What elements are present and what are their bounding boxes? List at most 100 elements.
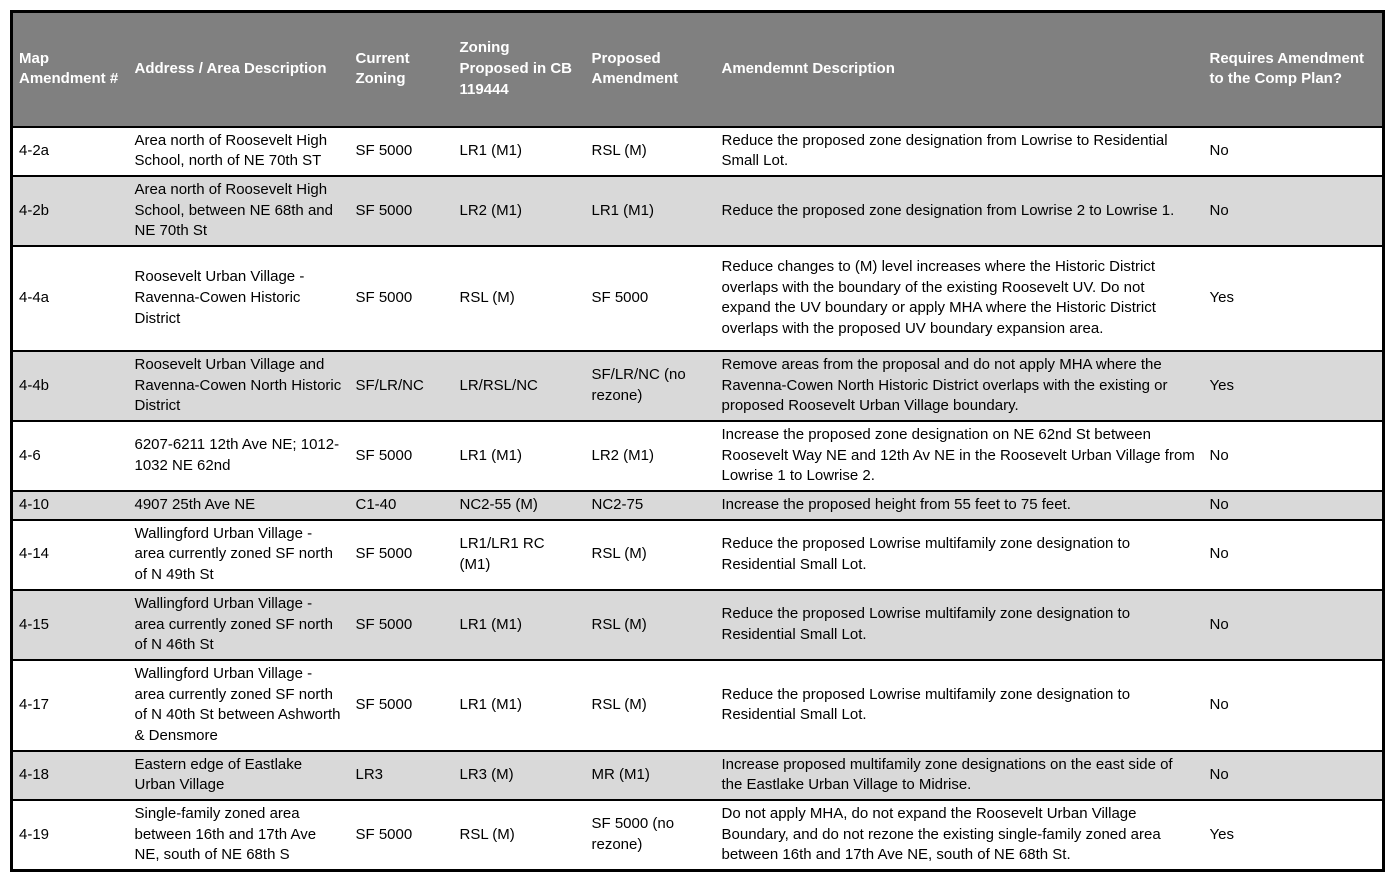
header-row: Map Amendment # Address / Area Descriptio…: [11, 11, 1384, 127]
cell-address: Area north of Roosevelt High School, bet…: [128, 175, 350, 246]
cell-current_zoning: SF 5000: [349, 126, 454, 176]
column-header-proposed_amendment: Proposed Amendment: [585, 11, 716, 127]
cell-id: 4-2b: [11, 175, 129, 246]
cell-description: Reduce changes to (M) level increases wh…: [715, 245, 1204, 351]
table-row: 4-10 4907 25th Ave NE C1-40 NC2-55 (M) NC2-7…: [11, 491, 1384, 520]
cell-description: Increase the proposed zone designation o…: [715, 421, 1204, 492]
cell-requires_comp_plan: Yes: [1203, 350, 1384, 421]
cell-zoning_proposed_cb: RSL (M): [453, 800, 586, 871]
cell-zoning_proposed_cb: RSL (M): [453, 245, 586, 351]
cell-zoning_proposed_cb: LR2 (M1): [453, 175, 586, 246]
cell-requires_comp_plan: Yes: [1203, 245, 1384, 351]
cell-description: Remove areas from the proposal and do no…: [715, 350, 1204, 421]
cell-zoning_proposed_cb: LR3 (M): [453, 750, 586, 800]
cell-requires_comp_plan: No: [1203, 659, 1384, 751]
cell-requires_comp_plan: No: [1203, 126, 1384, 176]
column-header-id: Map Amendment #: [11, 11, 129, 127]
cell-id: 4-4a: [11, 245, 129, 351]
cell-proposed_amendment: RSL (M): [585, 519, 716, 590]
cell-current_zoning: C1-40: [349, 491, 454, 520]
cell-id: 4-4b: [11, 350, 129, 421]
cell-id: 4-15: [11, 589, 129, 660]
cell-address: Single-family zoned area between 16th an…: [128, 800, 350, 871]
column-header-address: Address / Area Description: [128, 11, 350, 127]
table-header: Map Amendment # Address / Area Descriptio…: [11, 11, 1384, 127]
cell-requires_comp_plan: No: [1203, 589, 1384, 660]
column-header-current_zoning: Current Zoning: [349, 11, 454, 127]
table-row: 4-6 6207-6211 12th Ave NE; 1012-1032 NE 6…: [11, 421, 1384, 492]
cell-address: Area north of Roosevelt High School, nor…: [128, 126, 350, 176]
table-row: 4-15 Wallingford Urban Village - area cur…: [11, 589, 1384, 660]
cell-id: 4-6: [11, 421, 129, 492]
cell-zoning_proposed_cb: LR1/LR1 RC (M1): [453, 519, 586, 590]
table-row: 4-14 Wallingford Urban Village - area cur…: [11, 519, 1384, 590]
cell-description: Reduce the proposed Lowrise multifamily …: [715, 519, 1204, 590]
cell-address: Wallingford Urban Village - area current…: [128, 589, 350, 660]
cell-zoning_proposed_cb: NC2-55 (M): [453, 491, 586, 520]
cell-id: 4-14: [11, 519, 129, 590]
cell-current_zoning: LR3: [349, 750, 454, 800]
cell-address: Roosevelt Urban Village and Ravenna-Cowe…: [128, 350, 350, 421]
cell-proposed_amendment: RSL (M): [585, 659, 716, 751]
cell-requires_comp_plan: No: [1203, 175, 1384, 246]
cell-proposed_amendment: LR2 (M1): [585, 421, 716, 492]
cell-address: Roosevelt Urban Village - Ravenna-Cowen …: [128, 245, 350, 351]
cell-proposed_amendment: MR (M1): [585, 750, 716, 800]
cell-requires_comp_plan: No: [1203, 750, 1384, 800]
cell-proposed_amendment: LR1 (M1): [585, 175, 716, 246]
cell-id: 4-18: [11, 750, 129, 800]
cell-current_zoning: SF 5000: [349, 589, 454, 660]
cell-id: 4-17: [11, 659, 129, 751]
cell-id: 4-10: [11, 491, 129, 520]
cell-address: Eastern edge of Eastlake Urban Village: [128, 750, 350, 800]
table-row: 4-4a Roosevelt Urban Village - Ravenna-Co…: [11, 245, 1384, 351]
cell-current_zoning: SF 5000: [349, 175, 454, 246]
cell-current_zoning: SF 5000: [349, 659, 454, 751]
cell-description: Reduce the proposed zone designation fro…: [715, 126, 1204, 176]
cell-zoning_proposed_cb: LR1 (M1): [453, 126, 586, 176]
cell-id: 4-2a: [11, 126, 129, 176]
cell-current_zoning: SF 5000: [349, 519, 454, 590]
cell-proposed_amendment: SF 5000: [585, 245, 716, 351]
zoning-amendments-table: Map Amendment # Address / Area Descriptio…: [10, 10, 1385, 873]
cell-proposed_amendment: NC2-75: [585, 491, 716, 520]
cell-current_zoning: SF 5000: [349, 245, 454, 351]
cell-current_zoning: SF 5000: [349, 800, 454, 871]
table-row: 4-2b Area north of Roosevelt High School,…: [11, 175, 1384, 246]
table-row: 4-17 Wallingford Urban Village - area cur…: [11, 659, 1384, 751]
cell-description: Do not apply MHA, do not expand the Roos…: [715, 800, 1204, 871]
cell-proposed_amendment: SF/LR/NC (no rezone): [585, 350, 716, 421]
cell-zoning_proposed_cb: LR/RSL/NC: [453, 350, 586, 421]
cell-zoning_proposed_cb: LR1 (M1): [453, 589, 586, 660]
cell-proposed_amendment: SF 5000 (no rezone): [585, 800, 716, 871]
cell-zoning_proposed_cb: LR1 (M1): [453, 421, 586, 492]
table-row: 4-18 Eastern edge of Eastlake Urban Villa…: [11, 750, 1384, 800]
column-header-description: Amendemnt Description: [715, 11, 1204, 127]
table-row: 4-19 Single-family zoned area between 16t…: [11, 800, 1384, 871]
cell-description: Reduce the proposed Lowrise multifamily …: [715, 659, 1204, 751]
column-header-zoning_proposed_cb: Zoning Proposed in CB 119444: [453, 11, 586, 127]
table-row: 4-4b Roosevelt Urban Village and Ravenna-…: [11, 350, 1384, 421]
cell-description: Reduce the proposed Lowrise multifamily …: [715, 589, 1204, 660]
cell-id: 4-19: [11, 800, 129, 871]
cell-requires_comp_plan: No: [1203, 421, 1384, 492]
cell-description: Increase proposed multifamily zone desig…: [715, 750, 1204, 800]
cell-proposed_amendment: RSL (M): [585, 589, 716, 660]
cell-address: 6207-6211 12th Ave NE; 1012-1032 NE 62nd: [128, 421, 350, 492]
cell-description: Increase the proposed height from 55 fee…: [715, 491, 1204, 520]
cell-zoning_proposed_cb: LR1 (M1): [453, 659, 586, 751]
table-body: 4-2a Area north of Roosevelt High School,…: [11, 126, 1384, 871]
cell-current_zoning: SF/LR/NC: [349, 350, 454, 421]
cell-address: Wallingford Urban Village - area current…: [128, 519, 350, 590]
cell-current_zoning: SF 5000: [349, 421, 454, 492]
column-header-requires_comp_plan: Requires Amendment to the Comp Plan?: [1203, 11, 1384, 127]
cell-requires_comp_plan: Yes: [1203, 800, 1384, 871]
cell-proposed_amendment: RSL (M): [585, 126, 716, 176]
cell-requires_comp_plan: No: [1203, 491, 1384, 520]
cell-address: 4907 25th Ave NE: [128, 491, 350, 520]
cell-description: Reduce the proposed zone designation fro…: [715, 175, 1204, 246]
cell-address: Wallingford Urban Village - area current…: [128, 659, 350, 751]
table-row: 4-2a Area north of Roosevelt High School,…: [11, 126, 1384, 176]
cell-requires_comp_plan: No: [1203, 519, 1384, 590]
